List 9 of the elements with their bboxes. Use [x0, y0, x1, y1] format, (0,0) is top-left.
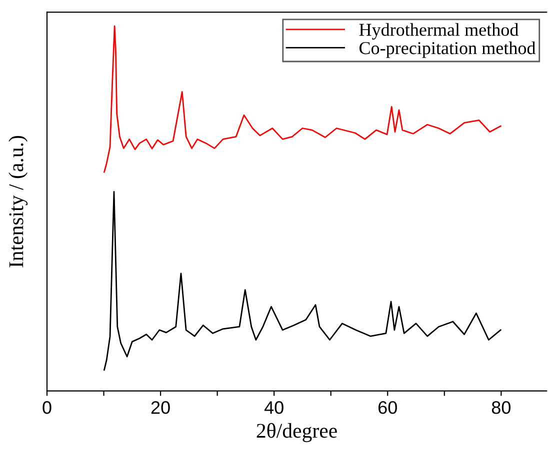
x-tick-label: 80: [492, 401, 511, 414]
x-axis-title: 2θ/degree: [256, 423, 337, 442]
legend-label: Hydrothermal method: [359, 23, 518, 40]
y-axis-title: Intensity / (a.u.): [8, 136, 28, 268]
x-tick-label: 60: [378, 401, 397, 414]
legend-label: Co-precipitation method: [359, 42, 536, 58]
x-tick-label: 40: [264, 401, 284, 414]
x-tick-label: 0: [42, 401, 52, 414]
x-tick-label: 20: [151, 401, 170, 414]
